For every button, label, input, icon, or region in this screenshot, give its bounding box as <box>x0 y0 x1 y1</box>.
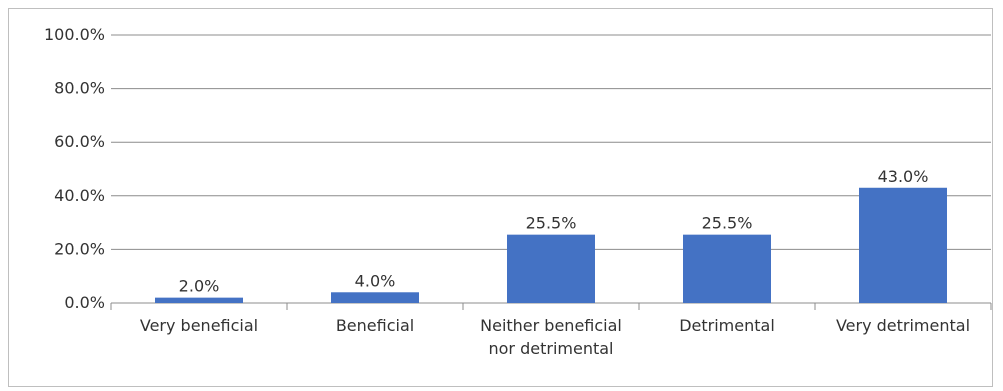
data-label: 4.0% <box>355 271 396 290</box>
data-label: 25.5% <box>526 214 577 233</box>
y-tick-label: 0.0% <box>64 293 105 312</box>
data-label: 25.5% <box>702 214 753 233</box>
bar <box>859 187 947 303</box>
chart-frame: 0.0% 20.0% 40.0% 60.0% 80.0% 100.0% 2.0% Very b… <box>8 8 993 387</box>
bar-chart: 0.0% 20.0% 40.0% 60.0% 80.0% 100.0% 2.0% Very b… <box>44 25 992 358</box>
bars-layer <box>155 187 947 303</box>
y-tick-label: 100.0% <box>44 25 105 44</box>
bar <box>683 234 771 303</box>
x-category-label: Very beneficial <box>140 316 258 335</box>
bar <box>155 297 243 303</box>
labels-layer: 0.0% 20.0% 40.0% 60.0% 80.0% 100.0% 2.0% Very b… <box>44 25 970 358</box>
x-category-label: Detrimental <box>679 316 775 335</box>
y-tick-label: 60.0% <box>54 132 105 151</box>
bar <box>331 292 419 303</box>
y-tick-label: 40.0% <box>54 186 105 205</box>
x-category-label: Beneficial <box>336 316 414 335</box>
data-label: 2.0% <box>179 277 220 296</box>
y-tick-label: 80.0% <box>54 79 105 98</box>
data-label: 43.0% <box>878 167 929 186</box>
y-tick-label: 20.0% <box>54 239 105 258</box>
x-category-label: Very detrimental <box>836 316 970 335</box>
bar <box>507 234 595 303</box>
x-category-label: nor detrimental <box>489 339 614 358</box>
x-category-label: Neither beneficial <box>480 316 622 335</box>
